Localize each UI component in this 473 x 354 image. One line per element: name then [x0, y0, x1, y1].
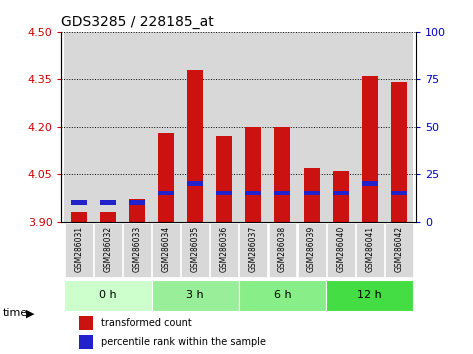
Bar [158, 191, 174, 195]
Bar [384, 32, 413, 222]
Bar [274, 127, 290, 222]
FancyBboxPatch shape [356, 223, 384, 277]
Bar [297, 32, 326, 222]
Bar [100, 200, 116, 205]
Text: GSM286032: GSM286032 [104, 226, 113, 272]
FancyBboxPatch shape [123, 223, 151, 277]
Text: GSM286033: GSM286033 [132, 226, 141, 272]
Bar [152, 32, 181, 222]
Text: ▶: ▶ [26, 308, 35, 318]
Bar [123, 32, 152, 222]
Bar [245, 191, 262, 195]
Bar [79, 335, 94, 349]
Bar [64, 32, 94, 222]
FancyBboxPatch shape [181, 223, 209, 277]
Text: transformed count: transformed count [100, 318, 191, 328]
Text: time: time [2, 308, 27, 318]
Text: GDS3285 / 228185_at: GDS3285 / 228185_at [61, 16, 214, 29]
FancyBboxPatch shape [298, 223, 325, 277]
Bar [355, 32, 384, 222]
Bar [304, 168, 320, 222]
Bar [129, 199, 145, 222]
Text: GSM286034: GSM286034 [162, 226, 171, 272]
FancyBboxPatch shape [65, 223, 93, 277]
Bar [239, 32, 268, 222]
Bar [268, 32, 297, 222]
FancyBboxPatch shape [239, 223, 267, 277]
Bar [71, 212, 87, 222]
FancyBboxPatch shape [327, 223, 355, 277]
FancyBboxPatch shape [269, 223, 297, 277]
Text: 12 h: 12 h [357, 291, 382, 301]
Bar [304, 191, 320, 195]
Text: GSM286037: GSM286037 [249, 226, 258, 272]
FancyBboxPatch shape [239, 280, 326, 311]
FancyBboxPatch shape [152, 280, 239, 311]
Bar [216, 136, 232, 222]
Bar [245, 127, 262, 222]
FancyBboxPatch shape [385, 223, 413, 277]
Bar [326, 32, 355, 222]
Text: 6 h: 6 h [274, 291, 291, 301]
Bar [362, 181, 378, 186]
Text: percentile rank within the sample: percentile rank within the sample [100, 337, 265, 347]
Bar [158, 133, 174, 222]
FancyBboxPatch shape [152, 223, 180, 277]
Bar [129, 200, 145, 205]
Text: GSM286039: GSM286039 [307, 226, 316, 272]
Bar [391, 82, 407, 222]
Bar [333, 191, 349, 195]
FancyBboxPatch shape [94, 223, 122, 277]
Text: GSM286040: GSM286040 [336, 226, 345, 272]
Bar [391, 191, 407, 195]
Text: GSM286042: GSM286042 [394, 226, 403, 272]
Text: 3 h: 3 h [186, 291, 204, 301]
Bar [100, 212, 116, 222]
Text: GSM286041: GSM286041 [365, 226, 374, 272]
Bar [274, 191, 290, 195]
Text: GSM286035: GSM286035 [191, 226, 200, 272]
Text: GSM286038: GSM286038 [278, 226, 287, 272]
FancyBboxPatch shape [64, 280, 152, 311]
Bar [216, 191, 232, 195]
Bar [333, 171, 349, 222]
Text: GSM286031: GSM286031 [74, 226, 83, 272]
Bar [362, 76, 378, 222]
Bar [210, 32, 239, 222]
Text: 0 h: 0 h [99, 291, 117, 301]
Bar [94, 32, 123, 222]
Text: GSM286036: GSM286036 [220, 226, 229, 272]
Bar [71, 200, 87, 205]
Bar [187, 70, 203, 222]
Bar [79, 316, 94, 330]
FancyBboxPatch shape [326, 280, 413, 311]
FancyBboxPatch shape [210, 223, 238, 277]
Bar [181, 32, 210, 222]
Bar [187, 181, 203, 186]
